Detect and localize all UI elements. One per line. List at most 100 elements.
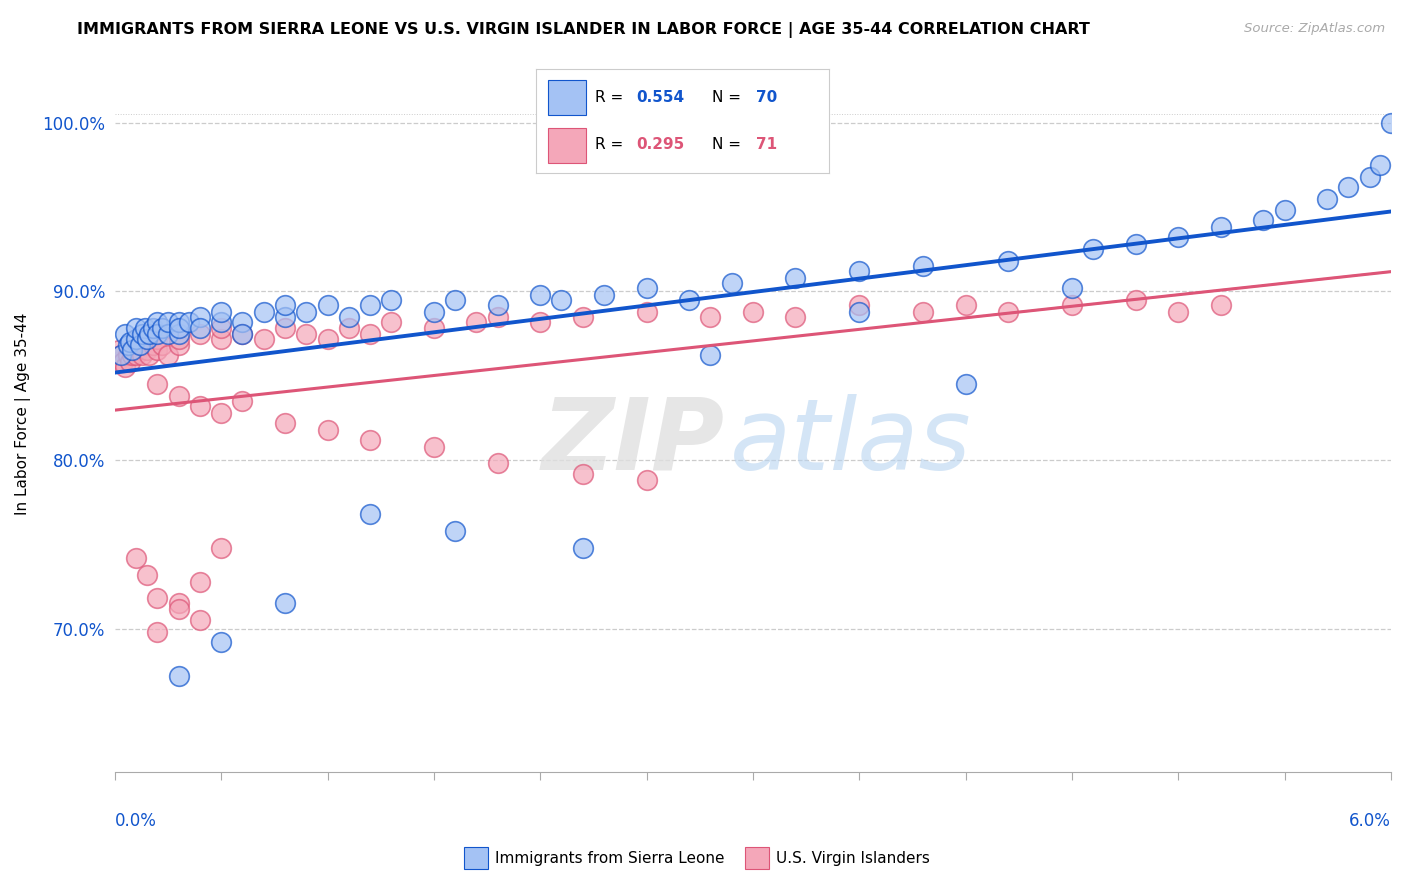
Point xyxy=(912,304,935,318)
Point xyxy=(678,293,700,307)
Point xyxy=(150,338,173,352)
Point xyxy=(593,287,616,301)
Point xyxy=(337,310,360,324)
Point xyxy=(274,321,297,335)
Point xyxy=(359,507,381,521)
Point xyxy=(1125,293,1147,307)
Point xyxy=(131,348,153,362)
Point xyxy=(125,321,148,335)
Point xyxy=(486,457,509,471)
Point xyxy=(110,348,132,362)
Point xyxy=(231,326,253,341)
Text: U.S. Virgin Islanders: U.S. Virgin Islanders xyxy=(776,851,929,865)
Point xyxy=(167,315,190,329)
Point xyxy=(380,293,402,307)
Point xyxy=(167,321,190,335)
Point xyxy=(118,334,141,349)
Point xyxy=(380,315,402,329)
Point xyxy=(1316,192,1339,206)
Point xyxy=(129,338,152,352)
Point xyxy=(486,310,509,324)
Point xyxy=(209,321,232,335)
Point xyxy=(316,298,339,312)
Point xyxy=(1060,298,1083,312)
Point xyxy=(156,326,179,341)
Point xyxy=(785,270,807,285)
Point xyxy=(105,355,128,369)
Point xyxy=(785,310,807,324)
Point xyxy=(167,338,190,352)
Point xyxy=(316,332,339,346)
Point xyxy=(188,310,211,324)
Point xyxy=(423,304,446,318)
Point xyxy=(1167,230,1189,244)
Point xyxy=(699,310,721,324)
Point xyxy=(997,304,1019,318)
Point xyxy=(571,541,593,555)
Point xyxy=(253,304,276,318)
Text: Immigrants from Sierra Leone: Immigrants from Sierra Leone xyxy=(495,851,724,865)
Point xyxy=(156,348,179,362)
Point xyxy=(167,326,190,341)
Point xyxy=(142,338,165,352)
Point xyxy=(117,338,139,352)
Text: 6.0%: 6.0% xyxy=(1350,812,1391,830)
Point xyxy=(188,613,211,627)
Point xyxy=(274,298,297,312)
Text: 0.0%: 0.0% xyxy=(115,812,156,830)
Point xyxy=(253,332,276,346)
Point xyxy=(848,298,870,312)
Point xyxy=(146,326,169,341)
Point xyxy=(316,423,339,437)
Point xyxy=(146,315,169,329)
Point xyxy=(274,416,297,430)
Point xyxy=(274,310,297,324)
Point xyxy=(135,567,157,582)
Point xyxy=(146,625,169,640)
Point xyxy=(1358,169,1381,184)
Text: ZIP: ZIP xyxy=(541,394,725,491)
Point xyxy=(110,348,132,362)
Point xyxy=(571,310,593,324)
Point xyxy=(1167,304,1189,318)
Point xyxy=(125,332,148,346)
Point xyxy=(114,326,136,341)
Point xyxy=(125,348,148,362)
Point xyxy=(146,332,169,346)
Point xyxy=(997,254,1019,268)
Point xyxy=(1209,220,1232,235)
Point xyxy=(529,315,551,329)
Point xyxy=(231,315,253,329)
Point xyxy=(295,326,318,341)
Point xyxy=(134,321,156,335)
Point xyxy=(167,389,190,403)
Point xyxy=(167,597,190,611)
Text: IMMIGRANTS FROM SIERRA LEONE VS U.S. VIRGIN ISLANDER IN LABOR FORCE | AGE 35-44 : IMMIGRANTS FROM SIERRA LEONE VS U.S. VIR… xyxy=(77,22,1090,38)
Point xyxy=(209,635,232,649)
Point xyxy=(955,298,977,312)
Point xyxy=(423,321,446,335)
Point xyxy=(699,348,721,362)
Point xyxy=(125,343,148,358)
Point xyxy=(121,348,143,362)
Point xyxy=(444,293,467,307)
Point xyxy=(146,343,169,358)
Point xyxy=(486,298,509,312)
Point xyxy=(550,293,572,307)
Point xyxy=(179,315,201,329)
Point xyxy=(135,338,157,352)
Point xyxy=(209,315,232,329)
Point xyxy=(121,343,143,358)
Point xyxy=(636,281,658,295)
Point xyxy=(1060,281,1083,295)
Point xyxy=(1379,115,1402,129)
Point xyxy=(129,338,152,352)
Point xyxy=(117,348,139,362)
Point xyxy=(209,406,232,420)
Point xyxy=(209,332,232,346)
Point xyxy=(955,377,977,392)
Point xyxy=(112,355,135,369)
Point xyxy=(231,394,253,409)
Point xyxy=(209,541,232,555)
Point xyxy=(135,332,157,346)
